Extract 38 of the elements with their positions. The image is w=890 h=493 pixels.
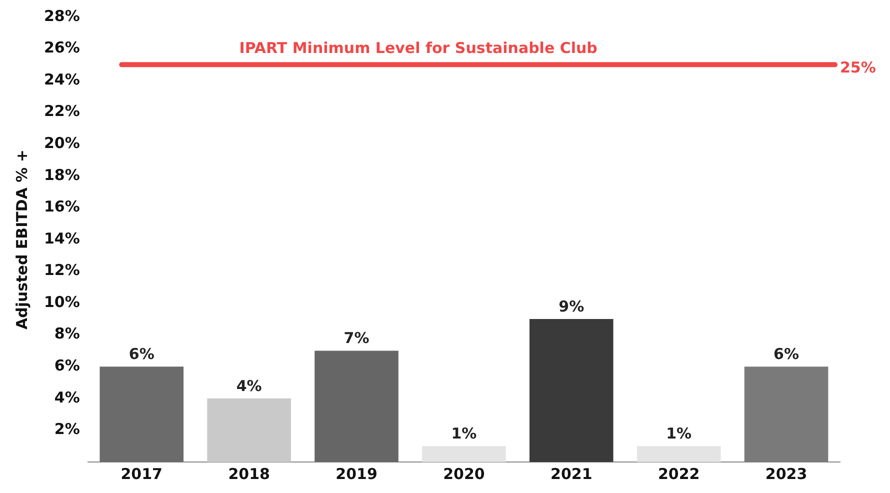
annotation: IPART Minimum Level for Sustainable Club [239, 39, 598, 58]
y-tick-label: 2% [54, 420, 80, 438]
x-tick-label: 2019 [336, 464, 378, 483]
bar [422, 446, 506, 462]
y-tick-label: 12% [44, 261, 80, 280]
x-tick-label: 2023 [765, 464, 808, 483]
data-label: 6% [128, 345, 154, 364]
x-tick-label: 2021 [550, 464, 592, 483]
x-tick-label: 2017 [120, 464, 162, 483]
y-tick-label: 28% [44, 6, 80, 25]
data-label: 1% [666, 424, 692, 442]
y-tick-label: 24% [44, 70, 80, 88]
y-tick-label: 10% [44, 292, 80, 311]
y-axis-title: Adjusted EBITDA % + [12, 150, 31, 330]
data-label: 4% [236, 376, 262, 395]
y-tick-label: 8% [54, 324, 80, 343]
bar [636, 446, 721, 462]
x-tick-label: 2022 [658, 464, 700, 483]
data-label: 6% [774, 345, 800, 364]
y-tick-label: 16% [44, 198, 80, 216]
bar [207, 398, 291, 462]
y-tick-label: 18% [44, 166, 80, 184]
data-label: 1% [451, 424, 477, 442]
bar [314, 350, 398, 462]
bar [744, 366, 828, 462]
bar [529, 318, 614, 462]
data-label: 7% [344, 329, 370, 348]
y-tick-label: 14% [44, 229, 80, 248]
y-tick-label: 4% [54, 388, 80, 406]
y-tick-label: 26% [44, 38, 80, 57]
y-tick-label: 6% [54, 356, 80, 375]
y-tick-label: 20% [44, 134, 80, 152]
x-tick-label: 2018 [228, 464, 270, 483]
bar [100, 366, 184, 462]
x-tick-label: 2020 [443, 464, 485, 483]
ref-line-label: 25% [840, 58, 876, 77]
data-label: 9% [558, 297, 584, 316]
y-tick-label: 22% [44, 102, 80, 120]
